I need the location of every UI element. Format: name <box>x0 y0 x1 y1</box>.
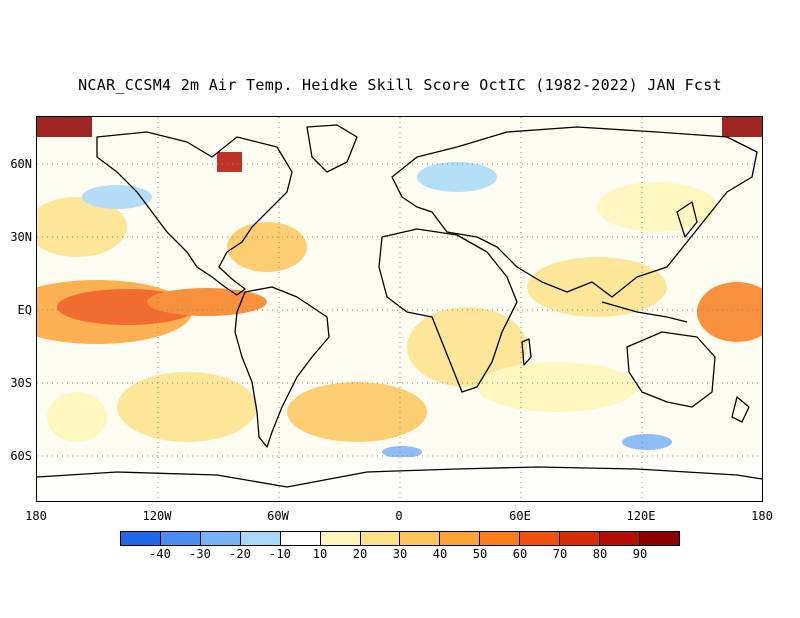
coastlines <box>37 124 762 488</box>
lat-label-60n: 60N <box>10 157 32 171</box>
colorbar-cell <box>360 532 401 545</box>
colorbar-label: -10 <box>269 547 291 561</box>
colorbar-cell <box>200 532 241 545</box>
colorbar-label: 80 <box>592 547 608 561</box>
colorbar-label: -30 <box>189 547 211 561</box>
japan-coast <box>676 201 698 238</box>
colorbar-label: 60 <box>512 547 528 561</box>
graticule <box>37 117 762 501</box>
greenland-coast <box>306 124 358 173</box>
colorbar-cell <box>280 532 321 545</box>
madagascar-coast <box>521 338 532 366</box>
lon-label-60e: 60E <box>509 509 531 523</box>
australia-coast <box>626 331 716 408</box>
skill-score-map <box>36 116 763 502</box>
colorbar-cell <box>600 532 640 545</box>
colorbar-cell <box>160 532 201 545</box>
lat-label-30s: 30S <box>10 376 32 390</box>
indonesia-coast <box>601 301 688 323</box>
lon-label-60w: 60W <box>267 509 289 523</box>
colorbar-label: 10 <box>312 547 328 561</box>
colorbar-label: 70 <box>552 547 568 561</box>
colorbar-cell <box>400 532 441 545</box>
colorbar-label: 50 <box>472 547 488 561</box>
colorbar-label: 40 <box>432 547 448 561</box>
colorbar-cell <box>240 532 281 545</box>
lon-label-180e: 180 <box>751 509 773 523</box>
colorbar-label: 20 <box>352 547 368 561</box>
colorbar-cell <box>480 532 521 545</box>
lat-label-eq: EQ <box>17 303 32 317</box>
lon-label-0: 0 <box>395 509 403 523</box>
colorbar-label: -20 <box>229 547 251 561</box>
colorbar-cell <box>639 532 679 545</box>
lon-label-120w: 120W <box>142 509 172 523</box>
colorbar-cell <box>520 532 561 545</box>
map-title: NCAR_CCSM4 2m Air Temp. Heidke Skill Sco… <box>78 76 722 94</box>
colorbar <box>120 531 680 546</box>
map-canvas <box>37 117 762 501</box>
north-america-coast <box>96 131 293 296</box>
eurasia-coast <box>391 126 758 298</box>
skill-field <box>37 117 762 501</box>
antarctica-coast <box>37 466 762 488</box>
lat-label-30n: 30N <box>10 230 32 244</box>
lat-label-60s: 60S <box>10 449 32 463</box>
africa-coast <box>378 228 518 393</box>
colorbar-label: 30 <box>392 547 408 561</box>
colorbar-label: 90 <box>632 547 648 561</box>
new-zealand-coast <box>731 396 750 423</box>
south-america-coast <box>234 286 330 448</box>
colorbar-cell <box>320 532 361 545</box>
colorbar-cell <box>560 532 601 545</box>
colorbar-cell <box>440 532 481 545</box>
colorbar-cell <box>121 532 161 545</box>
lon-label-120e: 120E <box>626 509 656 523</box>
colorbar-label: -40 <box>149 547 171 561</box>
lon-label-180w: 180 <box>25 509 47 523</box>
